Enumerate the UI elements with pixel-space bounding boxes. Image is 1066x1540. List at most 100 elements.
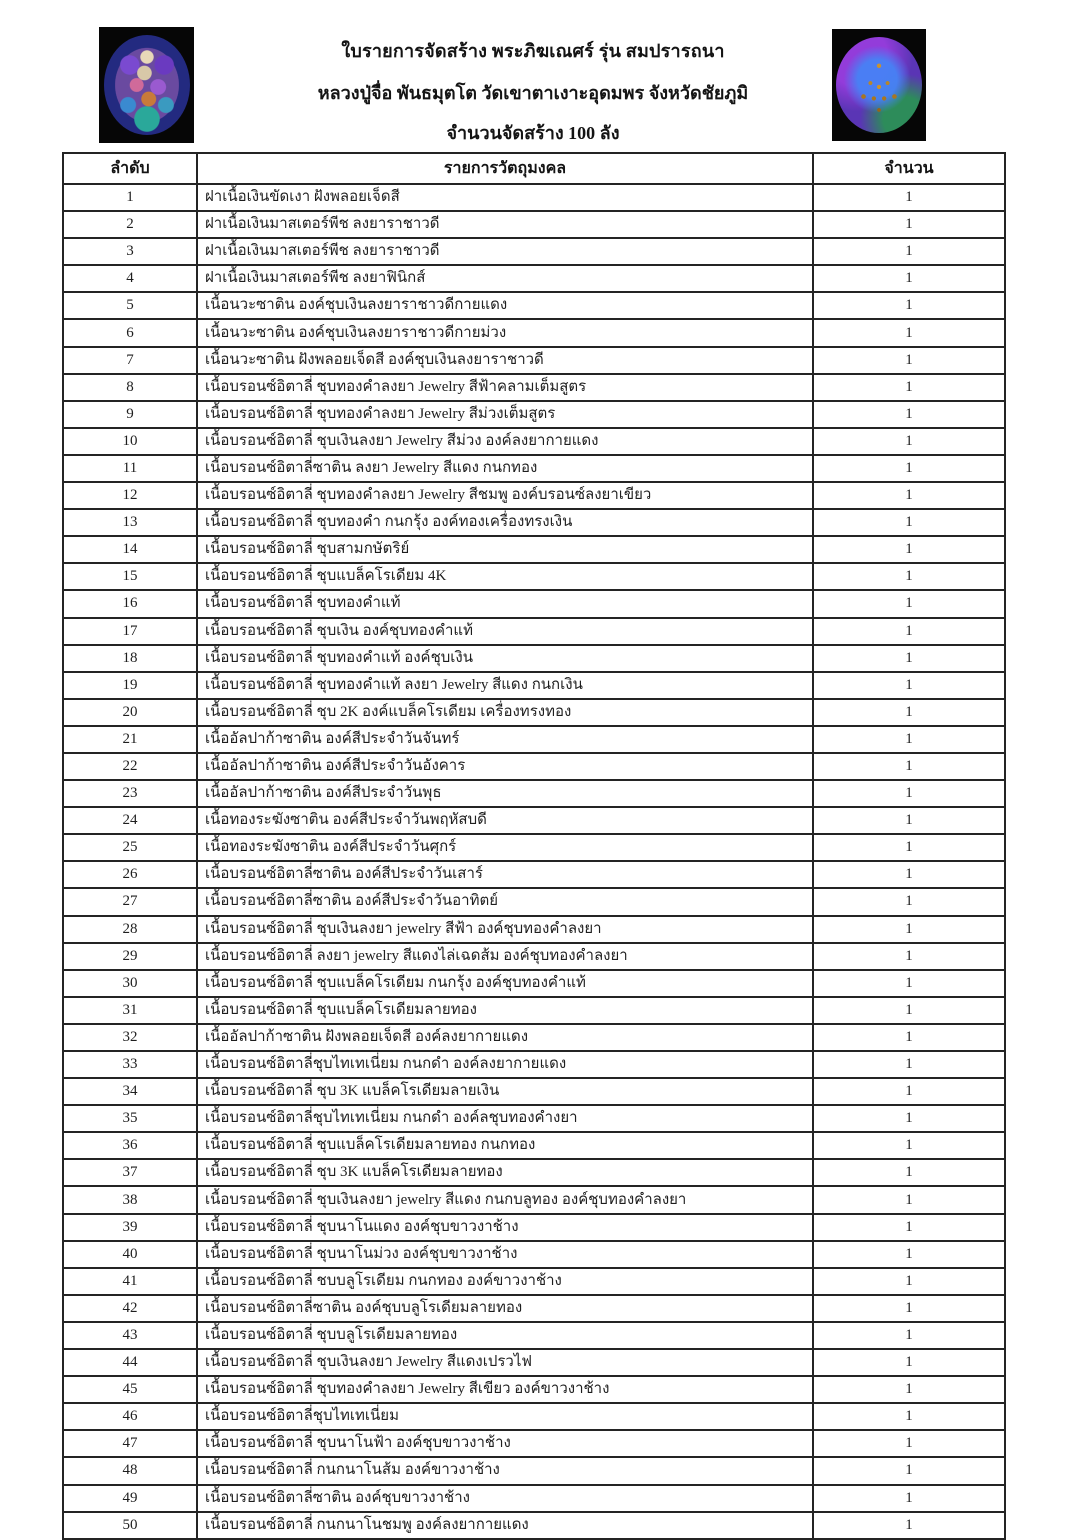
- row-item: เนื้อบรอนซ์อิตาลี่ ชุบเงิน องค์ชุบทองคำแ…: [196, 616, 814, 646]
- row-no: 41: [62, 1266, 198, 1296]
- row-item: เนื้อบรอนซ์อิตาลี่ซาติน องค์ชุบบลูโรเดีย…: [196, 1293, 814, 1323]
- row-qty: 1: [812, 182, 1006, 213]
- row-no: 27: [62, 887, 198, 917]
- row-no: 4: [62, 264, 198, 294]
- row-item: เนื้ออัลปาก้าซาติน องค์สีประจำวันพุธ: [196, 779, 814, 809]
- column-header-no: ลำดับ: [62, 152, 198, 185]
- row-no: 22: [62, 751, 198, 782]
- row-item: ฝาเนื้อเงินมาสเตอร์พีช ลงยาราชาวดี: [196, 210, 814, 240]
- table-row: 36 เนื้อบรอนซ์อิตาลี่ ชุบแบล็คโรเดียมลาย…: [62, 1131, 1006, 1161]
- row-no: 23: [62, 779, 198, 809]
- table-row: 35 เนื้อบรอนซ์อิตาลี่ชุบไทเทเนี่ยม กนกดำ…: [62, 1104, 1006, 1134]
- table-row: 45 เนื้อบรอนซ์อิตาลี่ ชุบทองคำลงยา Jewel…: [62, 1375, 1006, 1405]
- row-item: เนื้อบรอนซ์อิตาลี่ ชุบทองคำ กนกรุ้ง องค์…: [196, 508, 814, 538]
- row-no: 29: [62, 941, 198, 971]
- row-no: 47: [62, 1429, 198, 1459]
- row-no: 3: [62, 237, 198, 267]
- row-no: 30: [62, 968, 198, 998]
- row-no: 36: [62, 1131, 198, 1161]
- row-item: เนื้อนวะซาติน องค์ชุบเงินลงยาราชาวดีกายแ…: [196, 291, 814, 321]
- table-row: 7 เนื้อนวะซาติน ฝังพลอยเจ็ดสี องค์ชุบเงิ…: [62, 345, 1006, 375]
- row-qty: 1: [812, 562, 1006, 592]
- table-row: 47 เนื้อบรอนซ์อิตาลี่ ชุบนาโนฟ้า องค์ชุบ…: [62, 1429, 1006, 1459]
- row-item: เนื้ออัลปาก้าซาติน องค์สีประจำวันจันทร์: [196, 724, 814, 754]
- row-item: เนื้อบรอนซ์อิตาลี่ ชุบทองคำแท้ ลงยา Jewe…: [196, 670, 814, 700]
- table-row: 49 เนื้อบรอนซ์อิตาลี่ซาติน องค์ชุบขาวงาช…: [62, 1483, 1006, 1513]
- row-qty: 1: [812, 860, 1006, 890]
- table-row: 21 เนื้ออัลปาก้าซาติน องค์สีประจำวันจันท…: [62, 724, 1006, 754]
- row-qty: 1: [812, 1320, 1006, 1351]
- row-no: 31: [62, 995, 198, 1025]
- row-qty: 1: [812, 535, 1006, 565]
- row-no: 12: [62, 481, 198, 511]
- row-qty: 1: [812, 237, 1006, 267]
- row-qty: 1: [812, 345, 1006, 375]
- row-qty: 1: [812, 318, 1006, 348]
- row-item: เนื้อบรอนซ์อิตาลี่ ชุบทองคำแท้: [196, 589, 814, 619]
- row-item: เนื้อบรอนซ์อิตาลี่ ลงยา jewelry สีแดงไล่…: [196, 941, 814, 971]
- row-item: เนื้อบรอนซ์อิตาลี่ กนกนาโนชมพู องค์ลงยาก…: [196, 1510, 814, 1540]
- row-no: 19: [62, 670, 198, 700]
- row-no: 10: [62, 426, 198, 456]
- table-row: 34 เนื้อบรอนซ์อิตาลี่ ชุบ 3K แบล็คโรเดีย…: [62, 1077, 1006, 1107]
- row-item: เนื้อบรอนซ์อิตาลี่ซาติน องค์สีประจำวันเส…: [196, 860, 814, 890]
- row-item: เนื้อบรอนซ์อิตาลี่ ชุบเงินลงยา jewelry ส…: [196, 1185, 814, 1215]
- row-qty: 1: [812, 1131, 1006, 1161]
- row-no: 11: [62, 453, 198, 484]
- document-title: ใบรายการจัดสร้าง พระภิฆเณศร์ รุ่น สมปราร…: [341, 41, 725, 61]
- table-row: 48 เนื้อบรอนซ์อิตาลี่ กนกนาโนส้ม องค์ขาว…: [62, 1456, 1006, 1486]
- row-no: 49: [62, 1483, 198, 1513]
- row-qty: 1: [812, 1158, 1006, 1188]
- row-qty: 1: [812, 1510, 1006, 1540]
- row-no: 33: [62, 1049, 198, 1080]
- row-qty: 1: [812, 1022, 1006, 1053]
- table-row: 37 เนื้อบรอนซ์อิตาลี่ ชุบ 3K แบล็คโรเดีย…: [62, 1158, 1006, 1188]
- row-no: 2: [62, 210, 198, 240]
- production-count: จำนวนจัดสร้าง 100 ลัง: [446, 123, 620, 143]
- table-row: 15 เนื้อบรอนซ์อิตาลี่ ชุบแบล็คโรเดียม 4K…: [62, 562, 1006, 592]
- table-row: 43 เนื้อบรอนซ์อิตาลี่ ชุบบลูโรเดียมลายทอ…: [62, 1320, 1006, 1351]
- row-no: 50: [62, 1510, 198, 1540]
- table-row: 9 เนื้อบรอนซ์อิตาลี่ ชุบทองคำลงยา Jewelr…: [62, 399, 1006, 429]
- table-row: 24 เนื้อทองระฆังซาติน องค์สีประจำวันพฤหั…: [62, 806, 1006, 836]
- row-no: 44: [62, 1348, 198, 1378]
- table-body: 1 ฝาเนื้อเงินขัดเงา ฝังพลอยเจ็ดสี 1 2 ฝา…: [62, 182, 1006, 1540]
- table-row: 6 เนื้อนวะซาติน องค์ชุบเงินลงยาราชาวดีกา…: [62, 318, 1006, 348]
- row-no: 34: [62, 1077, 198, 1107]
- table-row: 2 ฝาเนื้อเงินมาสเตอร์พีช ลงยาราชาวดี 1: [62, 210, 1006, 240]
- table-row: 33 เนื้อบรอนซ์อิตาลี่ชุบไทเทเนี่ยม กนกดำ…: [62, 1049, 1006, 1080]
- row-no: 46: [62, 1402, 198, 1432]
- row-qty: 1: [812, 779, 1006, 809]
- row-no: 20: [62, 697, 198, 727]
- table-row: 22 เนื้ออัลปาก้าซาติน องค์สีประจำวันอังค…: [62, 751, 1006, 782]
- row-item: เนื้อบรอนซ์อิตาลี่ ชุบแบล็คโรเดียม กนกรุ…: [196, 968, 814, 998]
- row-item: เนื้อบรอนซ์อิตาลี่ ชุบเงินลงยา jewelry ส…: [196, 914, 814, 944]
- row-qty: 1: [812, 1483, 1006, 1513]
- row-no: 40: [62, 1239, 198, 1269]
- row-qty: 1: [812, 372, 1006, 402]
- row-qty: 1: [812, 1049, 1006, 1080]
- row-qty: 1: [812, 1185, 1006, 1215]
- row-item: เนื้อบรอนซ์อิตาลี่ กนกนาโนส้ม องค์ขาวงาช…: [196, 1456, 814, 1486]
- row-no: 26: [62, 860, 198, 890]
- row-item: เนื้อบรอนซ์อิตาลี่ ชุบสามกษัตริย์: [196, 535, 814, 565]
- table-row: 46 เนื้อบรอนซ์อิตาลี่ชุบไทเทเนี่ยม 1: [62, 1402, 1006, 1432]
- row-qty: 1: [812, 1402, 1006, 1432]
- table-row: 40 เนื้อบรอนซ์อิตาลี่ ชุบนาโนม่วง องค์ชุ…: [62, 1239, 1006, 1269]
- row-no: 35: [62, 1104, 198, 1134]
- row-item: เนื้อบรอนซ์อิตาลี่ ชุบนาโนฟ้า องค์ชุบขาว…: [196, 1429, 814, 1459]
- row-qty: 1: [812, 914, 1006, 944]
- row-qty: 1: [812, 1104, 1006, 1134]
- row-qty: 1: [812, 806, 1006, 836]
- row-item: เนื้อบรอนซ์อิตาลี่ ชุบ 3K แบล็คโรเดียมลา…: [196, 1077, 814, 1107]
- row-item: เนื้อบรอนซ์อิตาลี่ชุบไทเทเนี่ยม กนกดำ อง…: [196, 1049, 814, 1080]
- document-header: ใบรายการจัดสร้าง พระภิฆเณศร์ รุ่น สมปราร…: [0, 0, 1066, 152]
- row-item: เนื้อบรอนซ์อิตาลี่ ชุบแบล็คโรเดียมลายทอง: [196, 995, 814, 1025]
- table-row: 50 เนื้อบรอนซ์อิตาลี่ กนกนาโนชมพู องค์ลง…: [62, 1510, 1006, 1540]
- row-qty: 1: [812, 1212, 1006, 1242]
- row-no: 39: [62, 1212, 198, 1242]
- row-item: เนื้อบรอนซ์อิตาลี่ชุบไทเทเนี่ยม กนกดำ อง…: [196, 1104, 814, 1134]
- table-row: 32 เนื้ออัลปาก้าซาติน ฝังพลอยเจ็ดสี องค์…: [62, 1022, 1006, 1053]
- row-qty: 1: [812, 1239, 1006, 1269]
- table-row: 25 เนื้อทองระฆังซาติน องค์สีประจำวันศุกร…: [62, 833, 1006, 863]
